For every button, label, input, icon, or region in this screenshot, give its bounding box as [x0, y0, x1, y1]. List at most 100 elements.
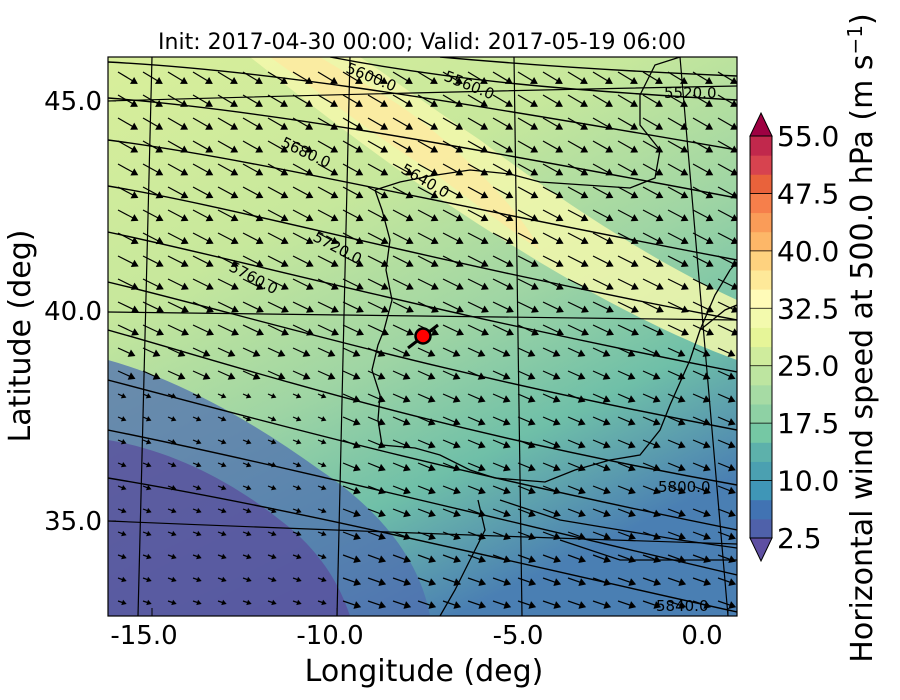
wind-arrow-head	[678, 486, 686, 495]
wind-arrow-head	[680, 145, 689, 153]
wind-arrow-head	[580, 214, 589, 222]
wind-arrow-head	[505, 214, 514, 222]
wind-arrow-head	[655, 214, 664, 222]
wind-arrow-head	[730, 145, 737, 153]
wind-arrow-head	[196, 507, 202, 514]
wind-arrow-head	[656, 328, 664, 336]
wind-arrow-head	[678, 578, 687, 586]
wind-arrow-head	[296, 462, 302, 468]
wind-arrow-head	[478, 509, 486, 518]
wind-arrow-head	[130, 282, 139, 290]
wind-arrow-head	[680, 191, 689, 199]
wind-arrow-head	[503, 578, 512, 586]
wind-arrow-head	[320, 393, 327, 399]
wind-arrow-head	[427, 441, 436, 449]
wind-arrow-head	[245, 393, 252, 399]
wind-arrow-head	[730, 214, 737, 222]
wind-arrow-head	[478, 601, 487, 609]
wind-arrow-head	[430, 191, 439, 199]
wind-arrow-head	[171, 576, 177, 583]
wind-arrow-head	[680, 122, 689, 130]
wind-arrow-head	[246, 462, 252, 468]
wind-arrow-head	[305, 122, 314, 130]
wind-arrow-head	[196, 530, 202, 537]
wind-arrow-head	[352, 418, 361, 426]
wind-arrow-head	[730, 191, 737, 199]
wind-arrow-head	[352, 349, 361, 357]
wind-arrow-head	[229, 76, 238, 84]
wind-arrow-head	[330, 122, 339, 130]
wind-arrow-head	[727, 441, 736, 449]
wind-arrow-head	[553, 509, 561, 518]
wind-arrow-head	[130, 122, 139, 130]
wind-arrow-head	[678, 509, 686, 518]
colorbar-ticks: 2.5 10.0 17.5 25.0 32.5 40.0 47.5 55.0	[750, 120, 839, 555]
wind-arrow-head	[456, 328, 464, 336]
wind-arrow-head	[627, 372, 636, 380]
wind-arrow-head	[503, 509, 511, 518]
wind-arrow-head	[270, 393, 277, 399]
wind-arrow-head	[378, 555, 387, 564]
wind-arrow-head	[530, 145, 539, 153]
wind-arrow-head	[406, 328, 414, 336]
wind-arrow-head	[230, 122, 239, 130]
wind-arrow-head	[280, 236, 289, 245]
wind-arrow-head	[628, 532, 636, 541]
wind-arrow-head	[155, 282, 164, 290]
wind-arrow-head	[627, 441, 636, 449]
wind-arrow-head	[330, 282, 339, 290]
colorbar-tick-label: 47.5	[777, 177, 839, 210]
wind-arrow-head	[295, 393, 302, 399]
wind-arrow-head	[680, 168, 689, 176]
wind-arrow-head	[655, 122, 664, 130]
wind-arrow-head	[480, 236, 489, 245]
wind-arrow-head	[505, 99, 513, 107]
wind-arrow-head	[702, 372, 711, 380]
wind-arrow-head	[680, 99, 688, 107]
wind-arrow-head	[478, 578, 487, 586]
wind-arrow-head	[327, 372, 336, 380]
wind-arrow-head	[305, 99, 313, 107]
wind-arrow-head	[170, 393, 177, 399]
wind-arrow-head	[480, 122, 489, 130]
wind-arrow-head	[605, 99, 613, 107]
wind-arrow-head	[196, 599, 202, 606]
wind-arrow-head	[455, 168, 464, 176]
wind-arrow-head	[127, 372, 136, 380]
wind-arrow-head	[729, 76, 737, 84]
colorbar-tick-label: 55.0	[777, 120, 839, 153]
wind-arrow-head	[455, 236, 464, 245]
wind-arrow-head	[677, 372, 686, 380]
wind-arrow-head	[380, 168, 389, 176]
colorbar-bin	[750, 384, 772, 405]
wind-arrow-head	[502, 372, 511, 380]
wind-arrow-head	[205, 145, 214, 153]
wind-arrow-head	[171, 462, 177, 468]
wind-arrow-head	[271, 553, 277, 560]
wind-arrow-head	[145, 439, 152, 445]
wind-arrow-head	[321, 599, 327, 606]
wind-arrow-head	[553, 555, 562, 564]
wind-arrow-head	[627, 395, 636, 403]
wind-arrow-head	[245, 416, 252, 422]
wind-arrow-head	[130, 99, 138, 107]
wind-arrow-head	[652, 441, 661, 449]
wind-arrow-head	[246, 530, 252, 537]
wind-arrow-head	[703, 509, 711, 518]
wind-arrow-head	[455, 99, 463, 107]
wind-arrow-head	[329, 76, 338, 84]
y-axis-label: Latitude (deg)	[3, 230, 38, 443]
colorbar-tick-label: 32.5	[777, 292, 839, 325]
wind-arrow-head	[727, 463, 736, 472]
location-marker	[407, 323, 439, 350]
colorbar-extend-min	[749, 537, 773, 563]
wind-arrow-head	[302, 372, 311, 380]
wind-arrow-head	[705, 282, 714, 290]
wind-arrow-head	[302, 349, 311, 357]
wind-arrow-head	[705, 259, 714, 268]
wind-arrow-head	[705, 99, 713, 107]
wind-arrow-head	[603, 532, 611, 541]
wind-arrow-head	[503, 601, 512, 609]
wind-arrow-head	[255, 259, 264, 268]
wind-arrow-head	[706, 328, 714, 336]
